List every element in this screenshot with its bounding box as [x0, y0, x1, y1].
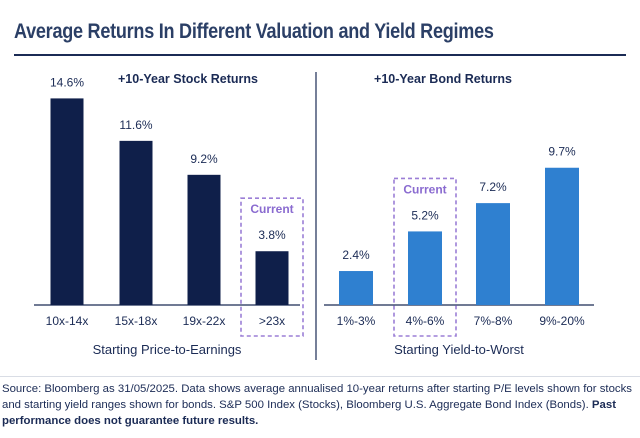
stock-value-label: 9.2% [190, 152, 218, 166]
bond-value-label: 5.2% [411, 208, 439, 222]
stock-panel-title: +10-Year Stock Returns [118, 72, 258, 86]
bar-charts: +10-Year Stock Returns 14.6% 10x-14x 11.6% 1… [34, 72, 594, 360]
stock-bar [187, 174, 221, 305]
stock-bar [255, 251, 289, 305]
title-underline [14, 54, 626, 56]
stock-current-box [240, 197, 304, 337]
source-text: Source: Bloomberg as 31/05/2025. Data sh… [2, 383, 632, 411]
bond-value-label: 9.7% [548, 145, 576, 159]
bond-bar [476, 203, 510, 305]
stock-current-label: Current [250, 202, 293, 216]
bond-value-label: 7.2% [479, 180, 507, 194]
bond-bar [339, 271, 373, 305]
stock-category-label: 10x-14x [46, 314, 89, 328]
bond-current-box [393, 177, 457, 337]
bond-current-label: Current [403, 182, 446, 196]
stock-value-label: 3.8% [258, 228, 286, 242]
stock-value-label: 14.6% [50, 75, 84, 89]
source-divider [0, 376, 640, 377]
stock-x-axis-title: Starting Price-to-Earnings [93, 342, 242, 357]
bond-value-label: 2.4% [342, 248, 370, 262]
stock-value-label: 11.6% [119, 118, 152, 132]
bond-category-label: 7%-8% [474, 314, 513, 328]
stock-bar [50, 98, 84, 305]
bond-category-label: 1%-3% [337, 314, 376, 328]
stock-category-label: 19x-22x [183, 314, 226, 328]
bond-category-label: 9%-20% [539, 314, 585, 328]
bond-panel-title: +10-Year Bond Returns [374, 72, 512, 86]
chart-card: Average Returns In Different Valuation a… [14, 20, 626, 360]
bond-category-label: 4%-6% [406, 314, 445, 328]
source-disclaimer: Past performance does not guarantee futu… [2, 399, 616, 427]
bond-bar [408, 231, 442, 305]
bond-bar [545, 167, 579, 305]
stock-category-label: >23x [259, 314, 285, 328]
chart-title: Average Returns In Different Valuation a… [14, 20, 494, 43]
stock-bar [119, 140, 153, 305]
stock-category-label: 15x-18x [115, 314, 158, 328]
bond-x-axis-title: Starting Yield-to-Worst [394, 342, 524, 357]
source-note: Source: Bloomberg as 31/05/2025. Data sh… [2, 381, 638, 429]
